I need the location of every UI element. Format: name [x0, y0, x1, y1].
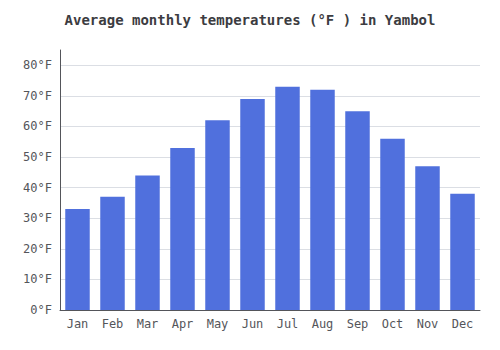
svg-text:Average monthly temperatures (: Average monthly temperatures (°F ) in Ya… [65, 12, 436, 28]
svg-text:20°F: 20°F [23, 242, 52, 256]
svg-text:10°F: 10°F [23, 272, 52, 286]
svg-text:Jun: Jun [242, 317, 264, 331]
svg-text:40°F: 40°F [23, 181, 52, 195]
svg-text:50°F: 50°F [23, 150, 52, 164]
svg-text:0°F: 0°F [30, 303, 52, 317]
svg-text:Jul: Jul [277, 317, 299, 331]
svg-text:30°F: 30°F [23, 211, 52, 225]
svg-text:60°F: 60°F [23, 119, 52, 133]
svg-text:Apr: Apr [172, 317, 194, 331]
svg-text:Jan: Jan [67, 317, 89, 331]
svg-text:Sep: Sep [347, 317, 369, 331]
svg-text:Nov: Nov [417, 317, 439, 331]
svg-text:80°F: 80°F [23, 58, 52, 72]
svg-text:Mar: Mar [137, 317, 159, 331]
svg-text:Dec: Dec [452, 317, 474, 331]
svg-text:70°F: 70°F [23, 89, 52, 103]
svg-text:Feb: Feb [102, 317, 124, 331]
svg-text:Aug: Aug [312, 317, 334, 331]
svg-text:May: May [207, 317, 229, 331]
svg-text:Oct: Oct [382, 317, 404, 331]
